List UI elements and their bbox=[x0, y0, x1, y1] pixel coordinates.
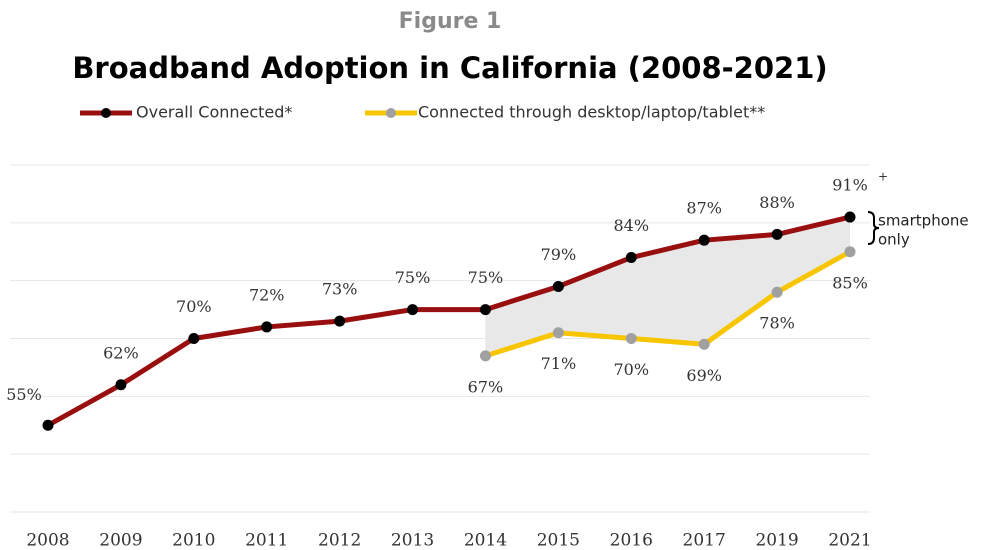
data-label: 87% bbox=[686, 199, 722, 218]
x-tick-label: 2013 bbox=[391, 531, 434, 550]
point bbox=[844, 246, 856, 258]
label-mark: + bbox=[878, 170, 888, 184]
point bbox=[42, 419, 54, 431]
chart-title: Broadband Adoption in California (2008-2… bbox=[72, 51, 827, 85]
data-label: 70% bbox=[613, 360, 649, 379]
gap-area bbox=[485, 217, 850, 356]
legend-label: Overall Connected* bbox=[136, 103, 292, 122]
point bbox=[188, 333, 200, 344]
point bbox=[625, 252, 637, 264]
data-label: 67% bbox=[468, 377, 504, 396]
series-line bbox=[484, 249, 852, 359]
x-tick-label: 2011 bbox=[245, 531, 288, 550]
x-tick-label: 2019 bbox=[755, 531, 798, 550]
annotation: smartphone bbox=[878, 212, 969, 230]
data-label: 79% bbox=[541, 245, 577, 264]
x-tick-label: 2014 bbox=[464, 531, 507, 550]
data-label: 73% bbox=[322, 280, 358, 299]
data-label: 71% bbox=[541, 354, 577, 373]
data-label: 91% bbox=[832, 176, 868, 195]
point bbox=[115, 379, 127, 391]
x-tick-label: 2010 bbox=[172, 531, 215, 550]
legend-label: Connected through desktop/laptop/tablet*… bbox=[418, 103, 765, 122]
data-label: 55% bbox=[6, 385, 42, 404]
legend-marker bbox=[386, 108, 396, 118]
data-label: 70% bbox=[176, 297, 212, 316]
point bbox=[552, 327, 564, 339]
point bbox=[698, 234, 710, 246]
point bbox=[844, 211, 856, 223]
point bbox=[771, 286, 783, 298]
x-tick-label: 2017 bbox=[683, 531, 726, 550]
x-tick-label: 2021 bbox=[828, 531, 871, 550]
data-label: 85% bbox=[832, 273, 868, 292]
data-label: 78% bbox=[759, 314, 795, 333]
x-tick-label: 2008 bbox=[26, 531, 69, 550]
data-label: 84% bbox=[613, 216, 649, 235]
point bbox=[552, 280, 564, 292]
data-label: 75% bbox=[468, 268, 504, 287]
point bbox=[771, 228, 783, 240]
point bbox=[625, 333, 637, 344]
x-tick-label: 2012 bbox=[318, 531, 361, 550]
legend-marker bbox=[101, 108, 111, 118]
point bbox=[479, 350, 491, 362]
figure-label: Figure 1 bbox=[399, 9, 502, 34]
x-tick-label: 2016 bbox=[610, 531, 653, 550]
data-label: 69% bbox=[686, 366, 722, 385]
series-line bbox=[46, 214, 851, 428]
point bbox=[261, 321, 273, 333]
data-label: 62% bbox=[103, 343, 139, 362]
point bbox=[479, 304, 491, 316]
brace bbox=[867, 211, 880, 245]
point bbox=[407, 304, 419, 316]
x-tick-label: 2015 bbox=[537, 531, 580, 550]
data-label: 88% bbox=[759, 193, 795, 212]
point bbox=[334, 315, 346, 327]
x-tick-label: 2009 bbox=[99, 531, 142, 550]
data-label: 75% bbox=[395, 268, 431, 287]
annotation: only bbox=[878, 231, 910, 249]
data-label: 72% bbox=[249, 285, 285, 304]
point bbox=[698, 338, 710, 350]
